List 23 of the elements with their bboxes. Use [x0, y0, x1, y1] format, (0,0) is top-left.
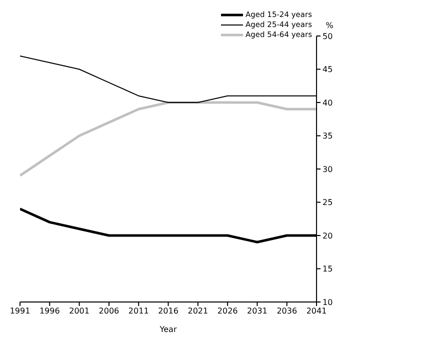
y-tick-label: 45 [322, 65, 333, 74]
x-tick-label: 2016 [158, 306, 178, 316]
x-tick-label: 2021 [188, 306, 208, 316]
y-tick-label: 40 [322, 98, 333, 108]
x-tick-label: 1991 [10, 306, 30, 316]
y-tick-label: 20 [322, 231, 333, 240]
x-tick-label: 2006 [98, 306, 120, 316]
y-tick-label: 30 [322, 164, 333, 174]
y-tick-label: 25 [322, 198, 333, 208]
x-tick-label: 2036 [276, 306, 298, 316]
y-axis-title: % [326, 21, 334, 30]
x-tick-label: 1996 [39, 306, 60, 316]
y-tick-label: 50 [322, 32, 333, 41]
line-series [20, 101, 317, 177]
y-tick-label: 15 [322, 264, 333, 274]
x-tick-label: 2011 [128, 306, 149, 316]
x-axis-title: Year [158, 325, 178, 334]
y-tick-label: 10 [322, 298, 333, 307]
x-tick-label: 2031 [247, 306, 268, 316]
x-tick-label: 2041 [306, 306, 327, 316]
x-tick-label: 2001 [69, 306, 90, 316]
y-tick-label: 35 [322, 132, 333, 141]
x-tick-label: 2026 [217, 306, 238, 316]
